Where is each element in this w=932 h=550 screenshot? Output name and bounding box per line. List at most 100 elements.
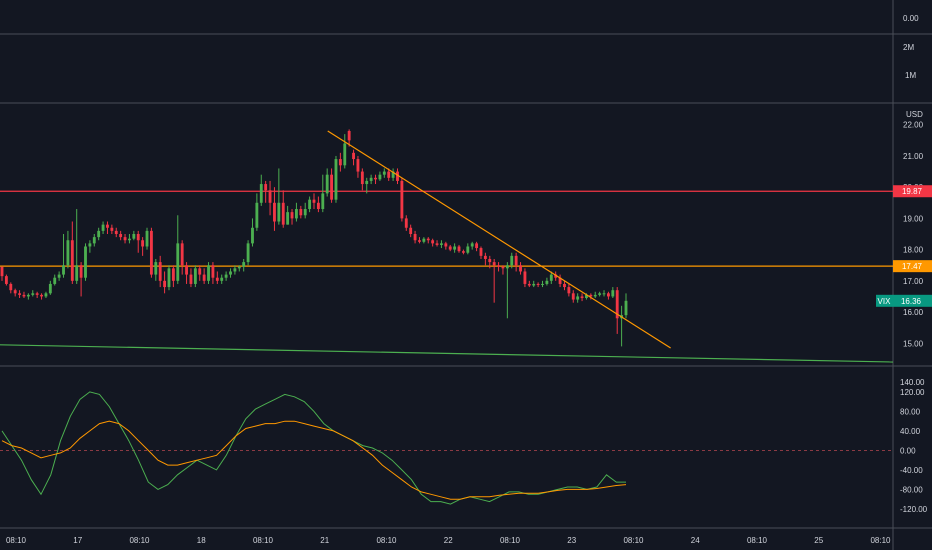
candle-body xyxy=(251,227,254,244)
price-tick: 21.00 xyxy=(903,152,924,161)
candle-body xyxy=(527,283,531,286)
candle-body xyxy=(387,171,391,178)
candle-body xyxy=(567,287,571,294)
candle-body xyxy=(44,293,48,297)
candle-body xyxy=(576,296,580,300)
x-tick: 17 xyxy=(73,536,82,545)
candle-body xyxy=(514,255,518,266)
candle-body xyxy=(378,174,382,180)
candle-body xyxy=(444,243,448,247)
candle-body xyxy=(141,240,145,247)
candle-body xyxy=(70,240,74,281)
horizontal-line-label: 19.87 xyxy=(902,187,923,196)
oscillator-tick: -120.00 xyxy=(900,505,928,514)
x-tick: 08:10 xyxy=(623,536,644,545)
candle-body xyxy=(53,277,57,284)
candle-body xyxy=(475,243,479,249)
candle-body xyxy=(35,293,39,295)
oscillator-tick: 140.00 xyxy=(900,378,925,387)
candle-body xyxy=(259,184,263,203)
candle-body xyxy=(22,294,26,297)
trendline[interactable] xyxy=(0,344,894,363)
candle-body xyxy=(273,202,276,222)
x-tick: 24 xyxy=(691,536,700,545)
candle-body xyxy=(281,202,285,225)
candle-body xyxy=(448,246,452,250)
candle-body xyxy=(149,230,153,275)
candle-body xyxy=(453,246,457,250)
candle-body xyxy=(62,265,65,275)
candle-body xyxy=(369,177,373,181)
candle-body xyxy=(321,193,325,210)
candle-body xyxy=(563,283,566,288)
candle-body xyxy=(185,265,188,275)
candle-body xyxy=(290,212,294,219)
oscillator-tick: -80.00 xyxy=(900,485,923,494)
candle-body xyxy=(360,171,364,185)
candle-body xyxy=(510,255,514,266)
candle-body xyxy=(299,209,303,216)
candle-body xyxy=(110,227,114,231)
trendline[interactable] xyxy=(327,130,671,349)
candle-body xyxy=(554,274,558,278)
candle-body xyxy=(242,262,246,267)
candle-body xyxy=(400,180,404,219)
candle-body xyxy=(602,293,606,295)
price-tick: 19.00 xyxy=(903,214,924,223)
candle-body xyxy=(163,280,167,288)
candle-body xyxy=(457,246,461,252)
volume-tick: 1M xyxy=(905,71,916,80)
x-tick: 21 xyxy=(320,536,329,545)
candle-body xyxy=(519,265,522,272)
candle-body xyxy=(198,268,202,275)
candle-body xyxy=(132,234,136,239)
candle-body xyxy=(97,230,101,238)
candle-body xyxy=(128,238,131,241)
currency-label: USD xyxy=(906,110,923,119)
x-tick: 08:10 xyxy=(500,536,521,545)
candle-body xyxy=(88,243,92,247)
candle-body xyxy=(338,159,342,166)
candle-body xyxy=(277,202,281,222)
candle-body xyxy=(523,271,527,284)
candle-body xyxy=(123,237,127,241)
horizontal-line-price-tag xyxy=(893,260,932,273)
candle-body xyxy=(18,293,22,295)
candle-body xyxy=(13,290,17,294)
symbol-label: VIX xyxy=(878,297,892,306)
price-tick: 18.00 xyxy=(903,246,924,255)
candle-body xyxy=(391,171,395,178)
x-tick: 08:10 xyxy=(6,536,27,545)
candle-body xyxy=(541,283,544,285)
candle-body xyxy=(106,224,109,228)
candle-body xyxy=(404,218,408,228)
candle-body xyxy=(505,265,509,269)
horizontal-line-label: 17.47 xyxy=(902,262,923,271)
candle-body xyxy=(461,251,465,253)
x-tick: 08:10 xyxy=(376,536,397,545)
candle-body xyxy=(312,199,316,203)
candle-body xyxy=(382,171,386,175)
candle-body xyxy=(365,180,369,185)
candle-body xyxy=(325,174,329,194)
x-tick: 08:10 xyxy=(129,536,150,545)
candle-body xyxy=(193,268,197,284)
candle-body xyxy=(215,277,219,281)
candle-body xyxy=(330,174,334,200)
candle-body xyxy=(558,277,562,284)
candle-body xyxy=(229,271,232,275)
candle-body xyxy=(589,294,593,297)
candle-body xyxy=(545,280,549,284)
candle-body xyxy=(4,276,8,284)
x-tick: 22 xyxy=(444,536,453,545)
candle-body xyxy=(492,262,496,266)
candle-body xyxy=(580,296,584,298)
candle-body xyxy=(308,199,312,210)
candle-body xyxy=(167,268,171,288)
candle-body xyxy=(435,243,439,245)
candle-body xyxy=(220,277,224,281)
candle-body xyxy=(264,184,268,191)
candle-body xyxy=(40,294,43,297)
candle-body xyxy=(154,262,158,275)
